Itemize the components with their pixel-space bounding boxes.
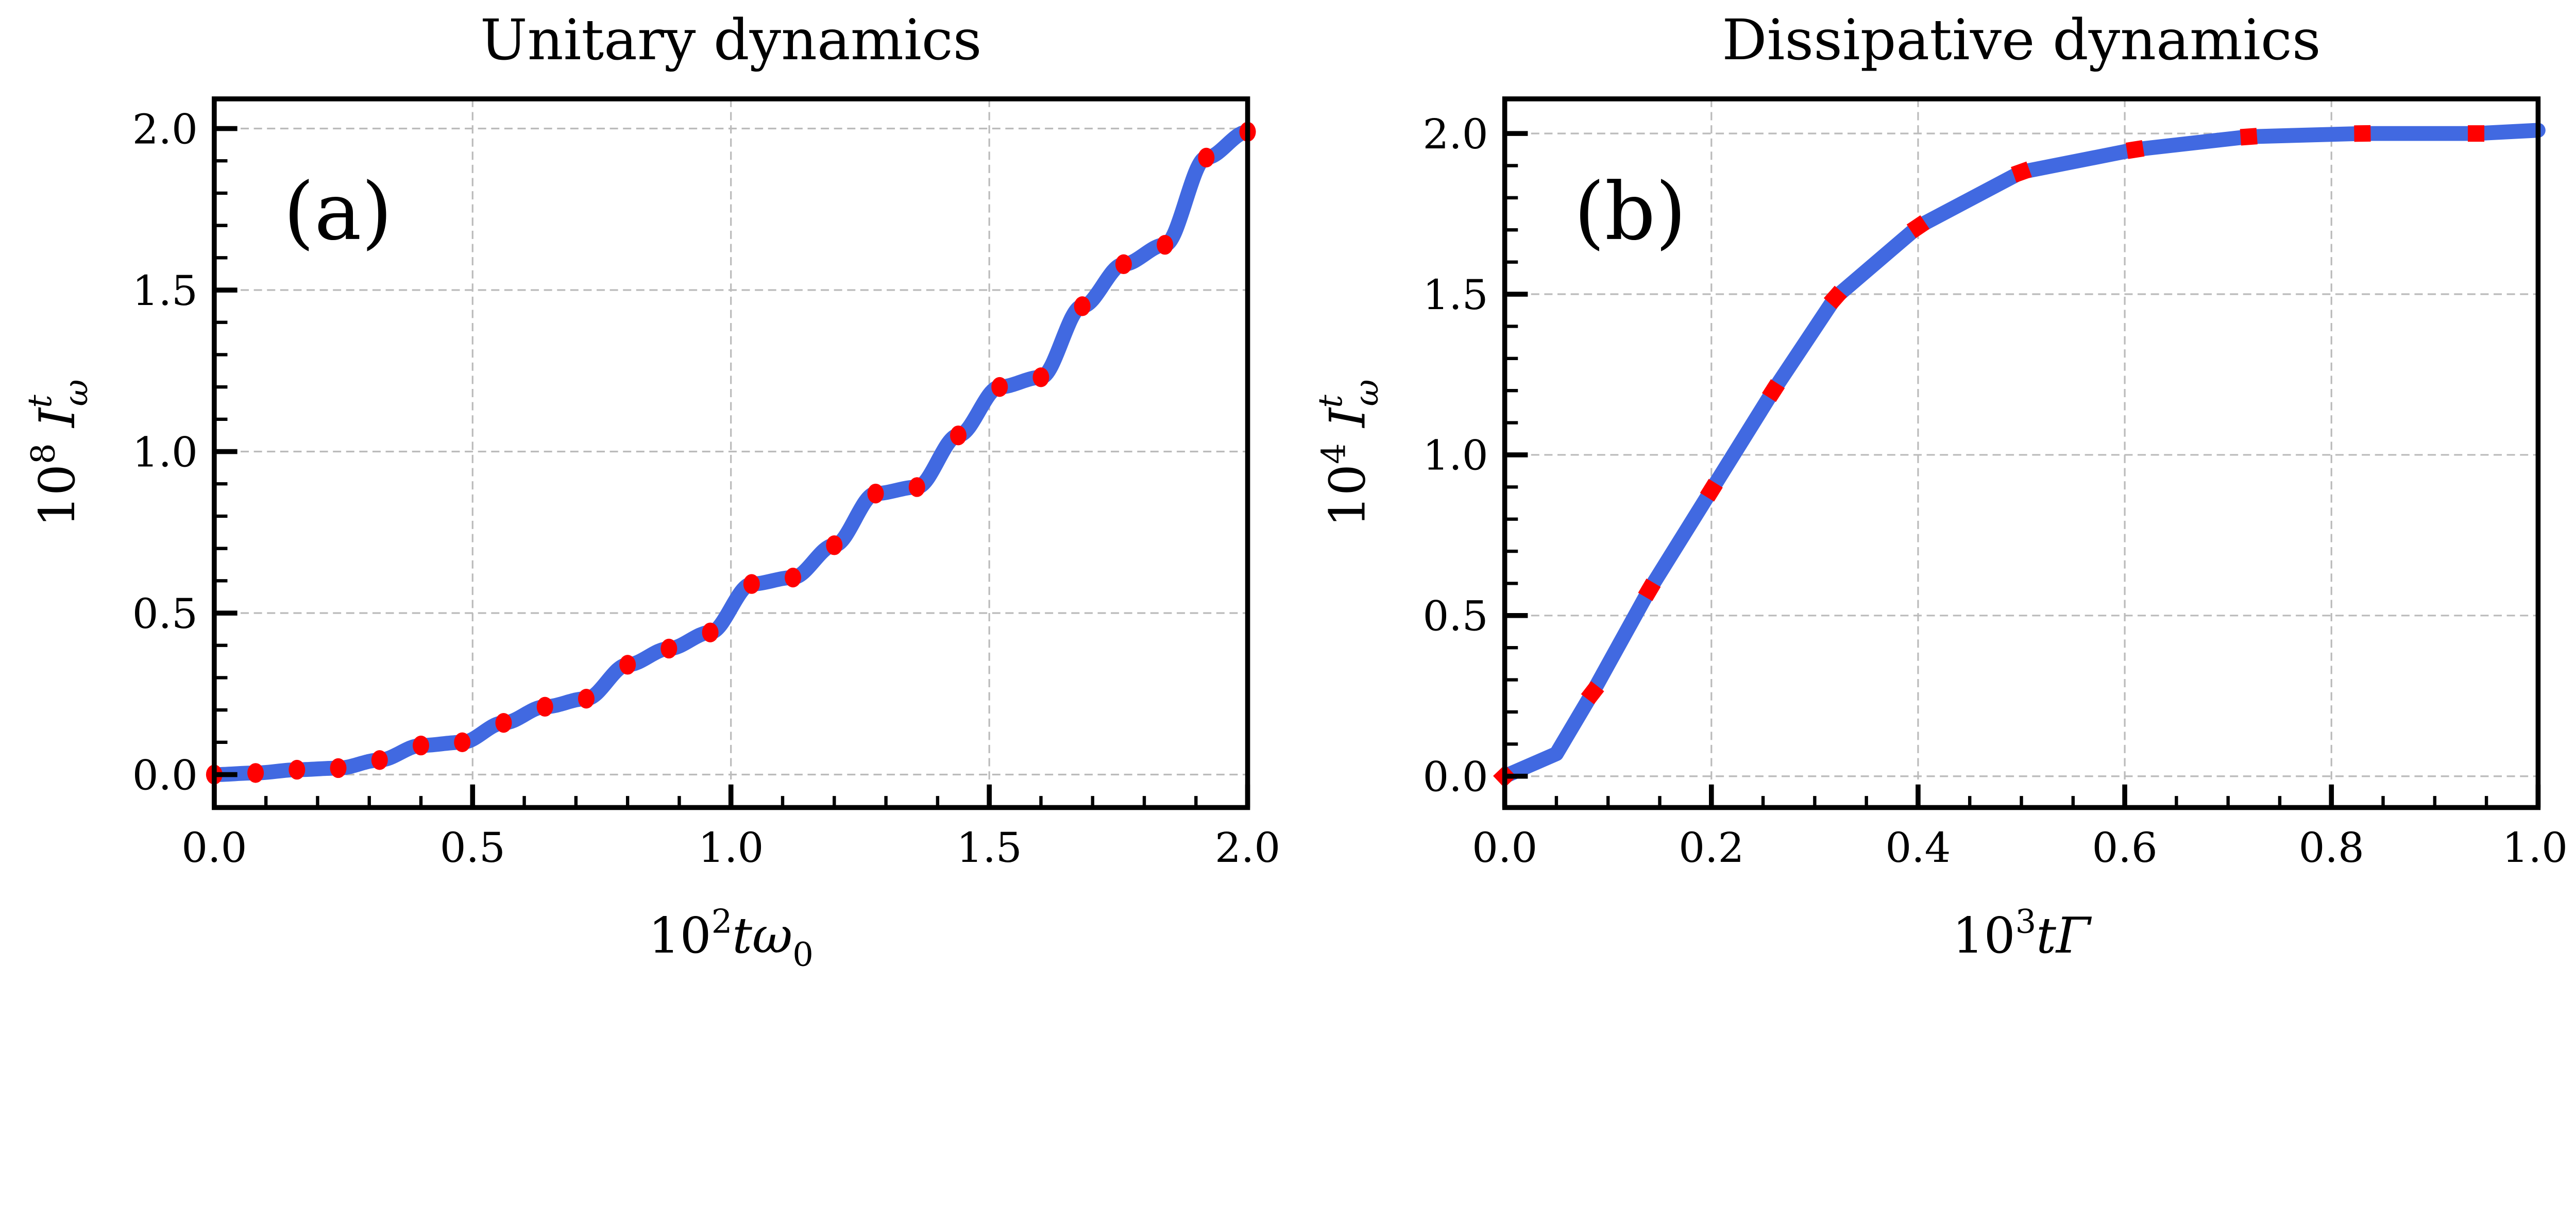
panel-a: 0.0 0.5 1.0 1.5 2.0 0.0 0.5 1.0 1.5 2.0 Unitary dy… <box>21 7 1280 974</box>
data-point <box>2011 161 2032 183</box>
y-tick-label: 2.0 <box>1422 110 1488 158</box>
x-axis-label: 102tω0 <box>649 903 814 974</box>
data-point <box>536 697 553 717</box>
panel-label: (b) <box>1574 166 1686 258</box>
data-point <box>413 735 430 756</box>
data-point <box>371 750 388 770</box>
data-point <box>908 477 925 497</box>
x-tick-label: 0.4 <box>1885 824 1951 872</box>
data-point <box>1906 215 1930 239</box>
y-tick-label: 1.0 <box>132 428 198 476</box>
data-point <box>495 713 512 733</box>
x-tick-label: 0.0 <box>181 824 247 872</box>
data-point <box>1115 254 1132 275</box>
panel-b: 0.0 0.2 0.4 0.6 0.8 1.0 0.0 0.5 1.0 1.5 2.0 Dissipa… <box>1312 7 2568 964</box>
data-point <box>1638 579 1661 601</box>
x-tick-label: 0.8 <box>2299 824 2364 872</box>
data-point <box>1823 285 1848 309</box>
data-line <box>1497 123 2546 784</box>
data-point <box>1032 367 1049 387</box>
data-point <box>454 732 471 753</box>
x-tick-label: 1.0 <box>2502 824 2568 872</box>
data-point <box>950 425 967 446</box>
data-point <box>2354 125 2371 142</box>
x-tick-label: 1.0 <box>698 824 764 872</box>
data-point <box>2125 140 2145 159</box>
y-tick-label: 0.5 <box>1422 592 1488 640</box>
data-point <box>660 638 677 659</box>
data-point <box>702 622 719 642</box>
x-axis-label: 103tΓ <box>1953 903 2092 964</box>
y-tick-label: 2.0 <box>132 105 198 153</box>
x-tick-label: 1.5 <box>957 824 1022 872</box>
data-point <box>578 688 595 709</box>
y-tick-label: 0.0 <box>1422 753 1488 801</box>
y-tick-label: 1.0 <box>1422 432 1488 480</box>
data-point <box>867 483 884 504</box>
chart-title: Dissipative dynamics <box>1722 7 2320 73</box>
data-point <box>2468 125 2485 142</box>
data-point <box>247 763 264 783</box>
x-tick-label: 0.0 <box>1472 824 1537 872</box>
data-point <box>1700 479 1723 502</box>
data-point <box>1074 296 1091 316</box>
data-point <box>330 758 347 778</box>
data-point <box>743 574 760 594</box>
data-point <box>1581 681 1604 704</box>
y-axis-label: 104 Itω <box>1312 379 1386 527</box>
data-point <box>826 535 843 555</box>
figure: 0.0 0.5 1.0 1.5 2.0 0.0 0.5 1.0 1.5 2.0 Unitary dy… <box>21 7 2568 974</box>
data-point <box>991 377 1008 397</box>
y-tick-label: 0.5 <box>132 590 198 638</box>
data-point <box>619 655 636 675</box>
data-point <box>289 759 306 780</box>
x-tick-label: 0.5 <box>440 824 505 872</box>
y-axis-label: 108 Itω <box>21 379 95 527</box>
y-tick-label: 0.0 <box>132 751 198 799</box>
y-tick-label: 1.5 <box>132 267 198 315</box>
data-point <box>1157 235 1174 255</box>
data-point <box>785 567 802 588</box>
data-point <box>2240 128 2258 146</box>
y-tick-label: 1.5 <box>1422 271 1488 319</box>
chart-title: Unitary dynamics <box>480 7 982 73</box>
x-tick-label: 0.6 <box>2092 824 2158 872</box>
x-tick-label: 0.2 <box>1679 824 1744 872</box>
x-tick-label: 2.0 <box>1215 824 1280 872</box>
data-point <box>1762 379 1785 402</box>
panel-label: (a) <box>283 166 392 258</box>
data-point <box>1198 147 1215 168</box>
